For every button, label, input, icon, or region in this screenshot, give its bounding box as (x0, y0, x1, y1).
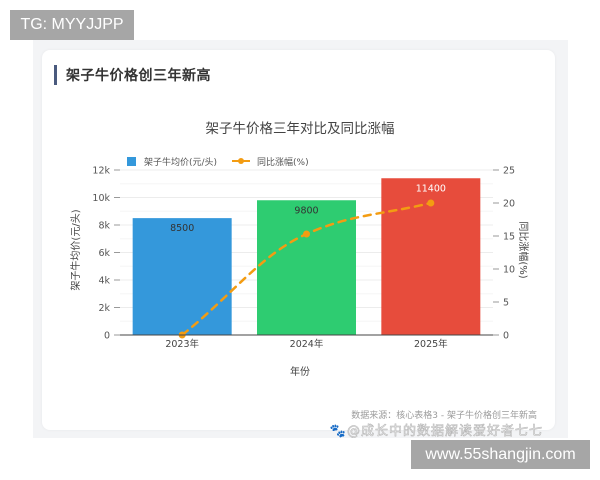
tg-watermark-badge: TG: MYYJJPP (10, 10, 134, 40)
y-tick-label: 8k (98, 221, 110, 232)
legend-line-marker (238, 158, 244, 164)
author-watermark: 🐾@成长中的数据解读爱好者七七 (329, 424, 543, 440)
y-tick-label: 0 (104, 331, 110, 342)
chart-card: 架子牛价格创三年新高 架子牛价格三年对比及同比涨幅 架子牛均价(元/头) 同比涨… (42, 50, 555, 439)
bar-value-label: 11400 (416, 183, 446, 194)
y-tick-label: 12k (92, 166, 110, 177)
x-axis-title: 年份 (290, 365, 310, 378)
x-axis: 2023年 2024年 2025年 (165, 338, 448, 350)
y2-tick-label: 10 (503, 265, 515, 276)
data-source-note: 数据来源：核心表格3 - 架子牛价格创三年新高 (351, 411, 537, 421)
y-axis-left: 0 2k 4k 6k 8k 10k 12k (92, 166, 120, 342)
y-tick-label: 6k (98, 248, 110, 259)
y2-tick-label: 15 (503, 232, 515, 243)
y2-tick-label: 25 (503, 166, 515, 177)
x-tick-label: 2025年 (414, 338, 448, 350)
y-axis-right: 0 5 10 15 20 25 (493, 166, 515, 342)
bar-value-label: 8500 (170, 223, 194, 234)
paw-icon: 🐾 (329, 424, 347, 440)
y-tick-label: 10k (92, 193, 110, 204)
growth-point (427, 199, 435, 207)
section-accent-bar (54, 65, 57, 85)
y2-tick-label: 5 (503, 298, 509, 309)
x-tick-label: 2023年 (165, 338, 199, 350)
growth-point (303, 230, 310, 238)
chart-legend: 架子牛均价(元/头) 同比涨幅(%) (127, 156, 309, 168)
site-watermark-badge: www.55shangjin.com (411, 440, 590, 469)
chart-title: 架子牛价格三年对比及同比涨幅 (206, 121, 395, 137)
legend-label-growth: 同比涨幅(%) (257, 156, 309, 168)
outer-container: 架子牛价格创三年新高 架子牛价格三年对比及同比涨幅 架子牛均价(元/头) 同比涨… (33, 40, 568, 439)
section-header: 架子牛价格创三年新高 (54, 64, 211, 86)
y-axis-right-title: 同比涨幅(%) (517, 221, 530, 278)
y-tick-label: 2k (98, 303, 110, 314)
y-axis-left-title: 架子牛均价(元/头) (69, 209, 82, 290)
combo-chart: 架子牛价格三年对比及同比涨幅 架子牛均价(元/头) 同比涨幅(%) 0 2k 4k 6… (69, 121, 530, 378)
section-title: 架子牛价格创三年新高 (66, 68, 211, 84)
y2-tick-label: 20 (503, 199, 515, 210)
y2-tick-label: 0 (503, 331, 509, 342)
legend-label-price: 架子牛均价(元/头) (144, 156, 217, 168)
bar-value-label: 9800 (294, 205, 318, 216)
x-tick-label: 2024年 (290, 338, 324, 350)
bar (132, 218, 232, 335)
legend-bar-swatch (127, 157, 136, 166)
y-tick-label: 4k (98, 276, 110, 287)
